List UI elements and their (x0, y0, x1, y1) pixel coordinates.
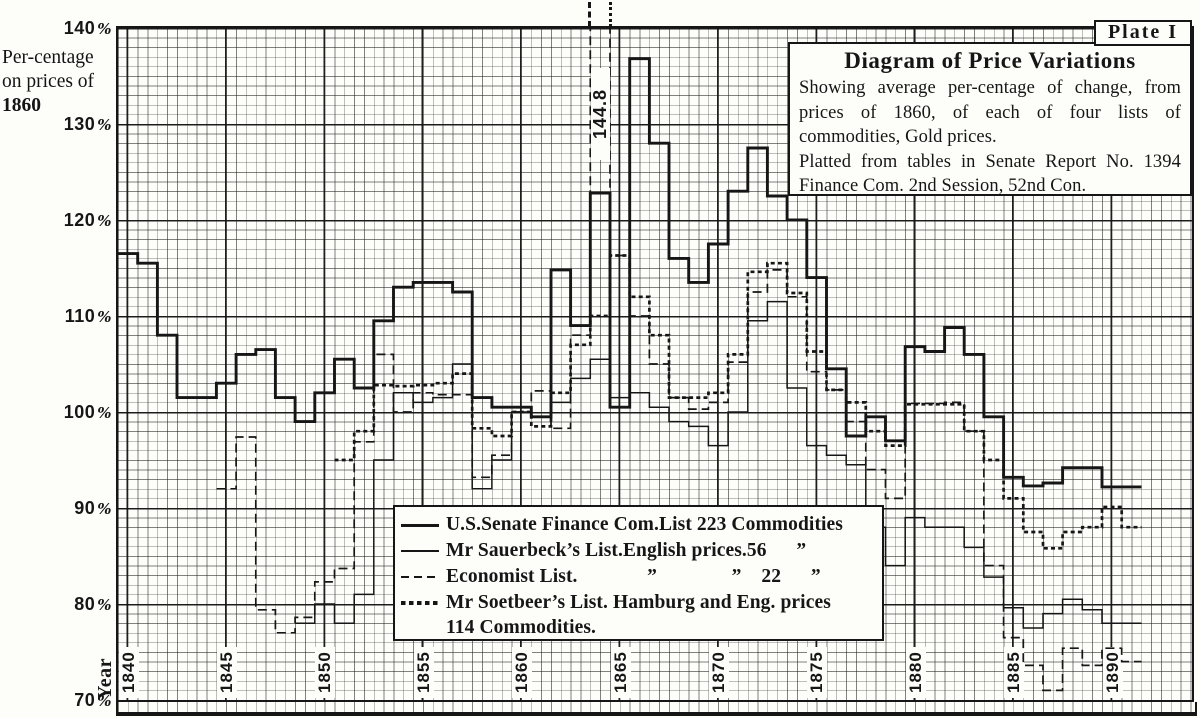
legend-item-label: Mr Soetbeer’s List. Hamburg and Eng. pri… (446, 592, 831, 613)
series-line-dotted-bold (334, 254, 1142, 550)
series-line-solid-thick (118, 57, 1142, 489)
chart-subtitle-2: Platted from tables in Senate Report No.… (799, 151, 1181, 197)
plate-badge: Plate I (1094, 20, 1192, 46)
legend-item: Mr Soetbeer’s List. Hamburg and Eng. pri… (401, 590, 876, 616)
y-axis-tick-label: 130% (63, 114, 112, 134)
y-axis-tick-label: 90% (74, 498, 112, 518)
legend-line-sample-solid-thick (401, 523, 439, 527)
y-axis-tick-label: 140% (63, 18, 112, 38)
peak-guide-dashed-line (588, 2, 591, 27)
legend-item: Mr Sauerbeck’s List.English prices.56 ” (401, 538, 876, 564)
peak-guide-dashdot-line (609, 2, 612, 27)
legend-item: Economist List. ” ” 22 ” (401, 564, 876, 590)
legend-item-label: Mr Sauerbeck’s List.English prices.56 ” (446, 540, 807, 561)
series-line-solid-thin (295, 300, 1142, 629)
peak-value-annotation: 144.8 (590, 68, 610, 160)
chart-subtitle-1: Showing average per-centage of change, f… (799, 78, 1181, 148)
x-axis-band (115, 702, 1197, 716)
y-axis-caption-line: on prices of (2, 71, 95, 92)
title-box: Diagram of Price Variations Showing aver… (788, 42, 1192, 196)
y-axis-caption: Per-centage on prices of 1860 (2, 46, 120, 118)
y-axis-tick-label: 70% (74, 690, 112, 710)
y-axis-tick-label: 80% (74, 594, 112, 614)
legend-item: U.S.Senate Finance Com.List 223 Commodit… (401, 512, 876, 538)
chart-title: Diagram of Price Variations (844, 48, 1136, 73)
y-axis-caption-line: Per-centage (2, 47, 94, 68)
legend-item-label: U.S.Senate Finance Com.List 223 Commodit… (446, 514, 843, 535)
y-axis-tick-label: 110% (64, 306, 112, 326)
chart-series-layer (118, 28, 1142, 692)
legend-box: U.S.Senate Finance Com.List 223 Commodit… (393, 505, 884, 641)
legend-line-sample-dashed (401, 576, 439, 578)
y-axis-tick-label: 120% (63, 210, 112, 230)
legend-item-label: Economist List. ” ” 22 ” (446, 566, 821, 587)
legend-line-sample-solid-thin (401, 550, 439, 552)
y-axis-tick-label: 100% (63, 402, 112, 422)
legend-item-label-line2: 114 Commodities. (446, 617, 597, 638)
legend-line-sample-dotted-bold (401, 601, 439, 605)
y-axis-caption-line: 1860 (2, 95, 41, 116)
